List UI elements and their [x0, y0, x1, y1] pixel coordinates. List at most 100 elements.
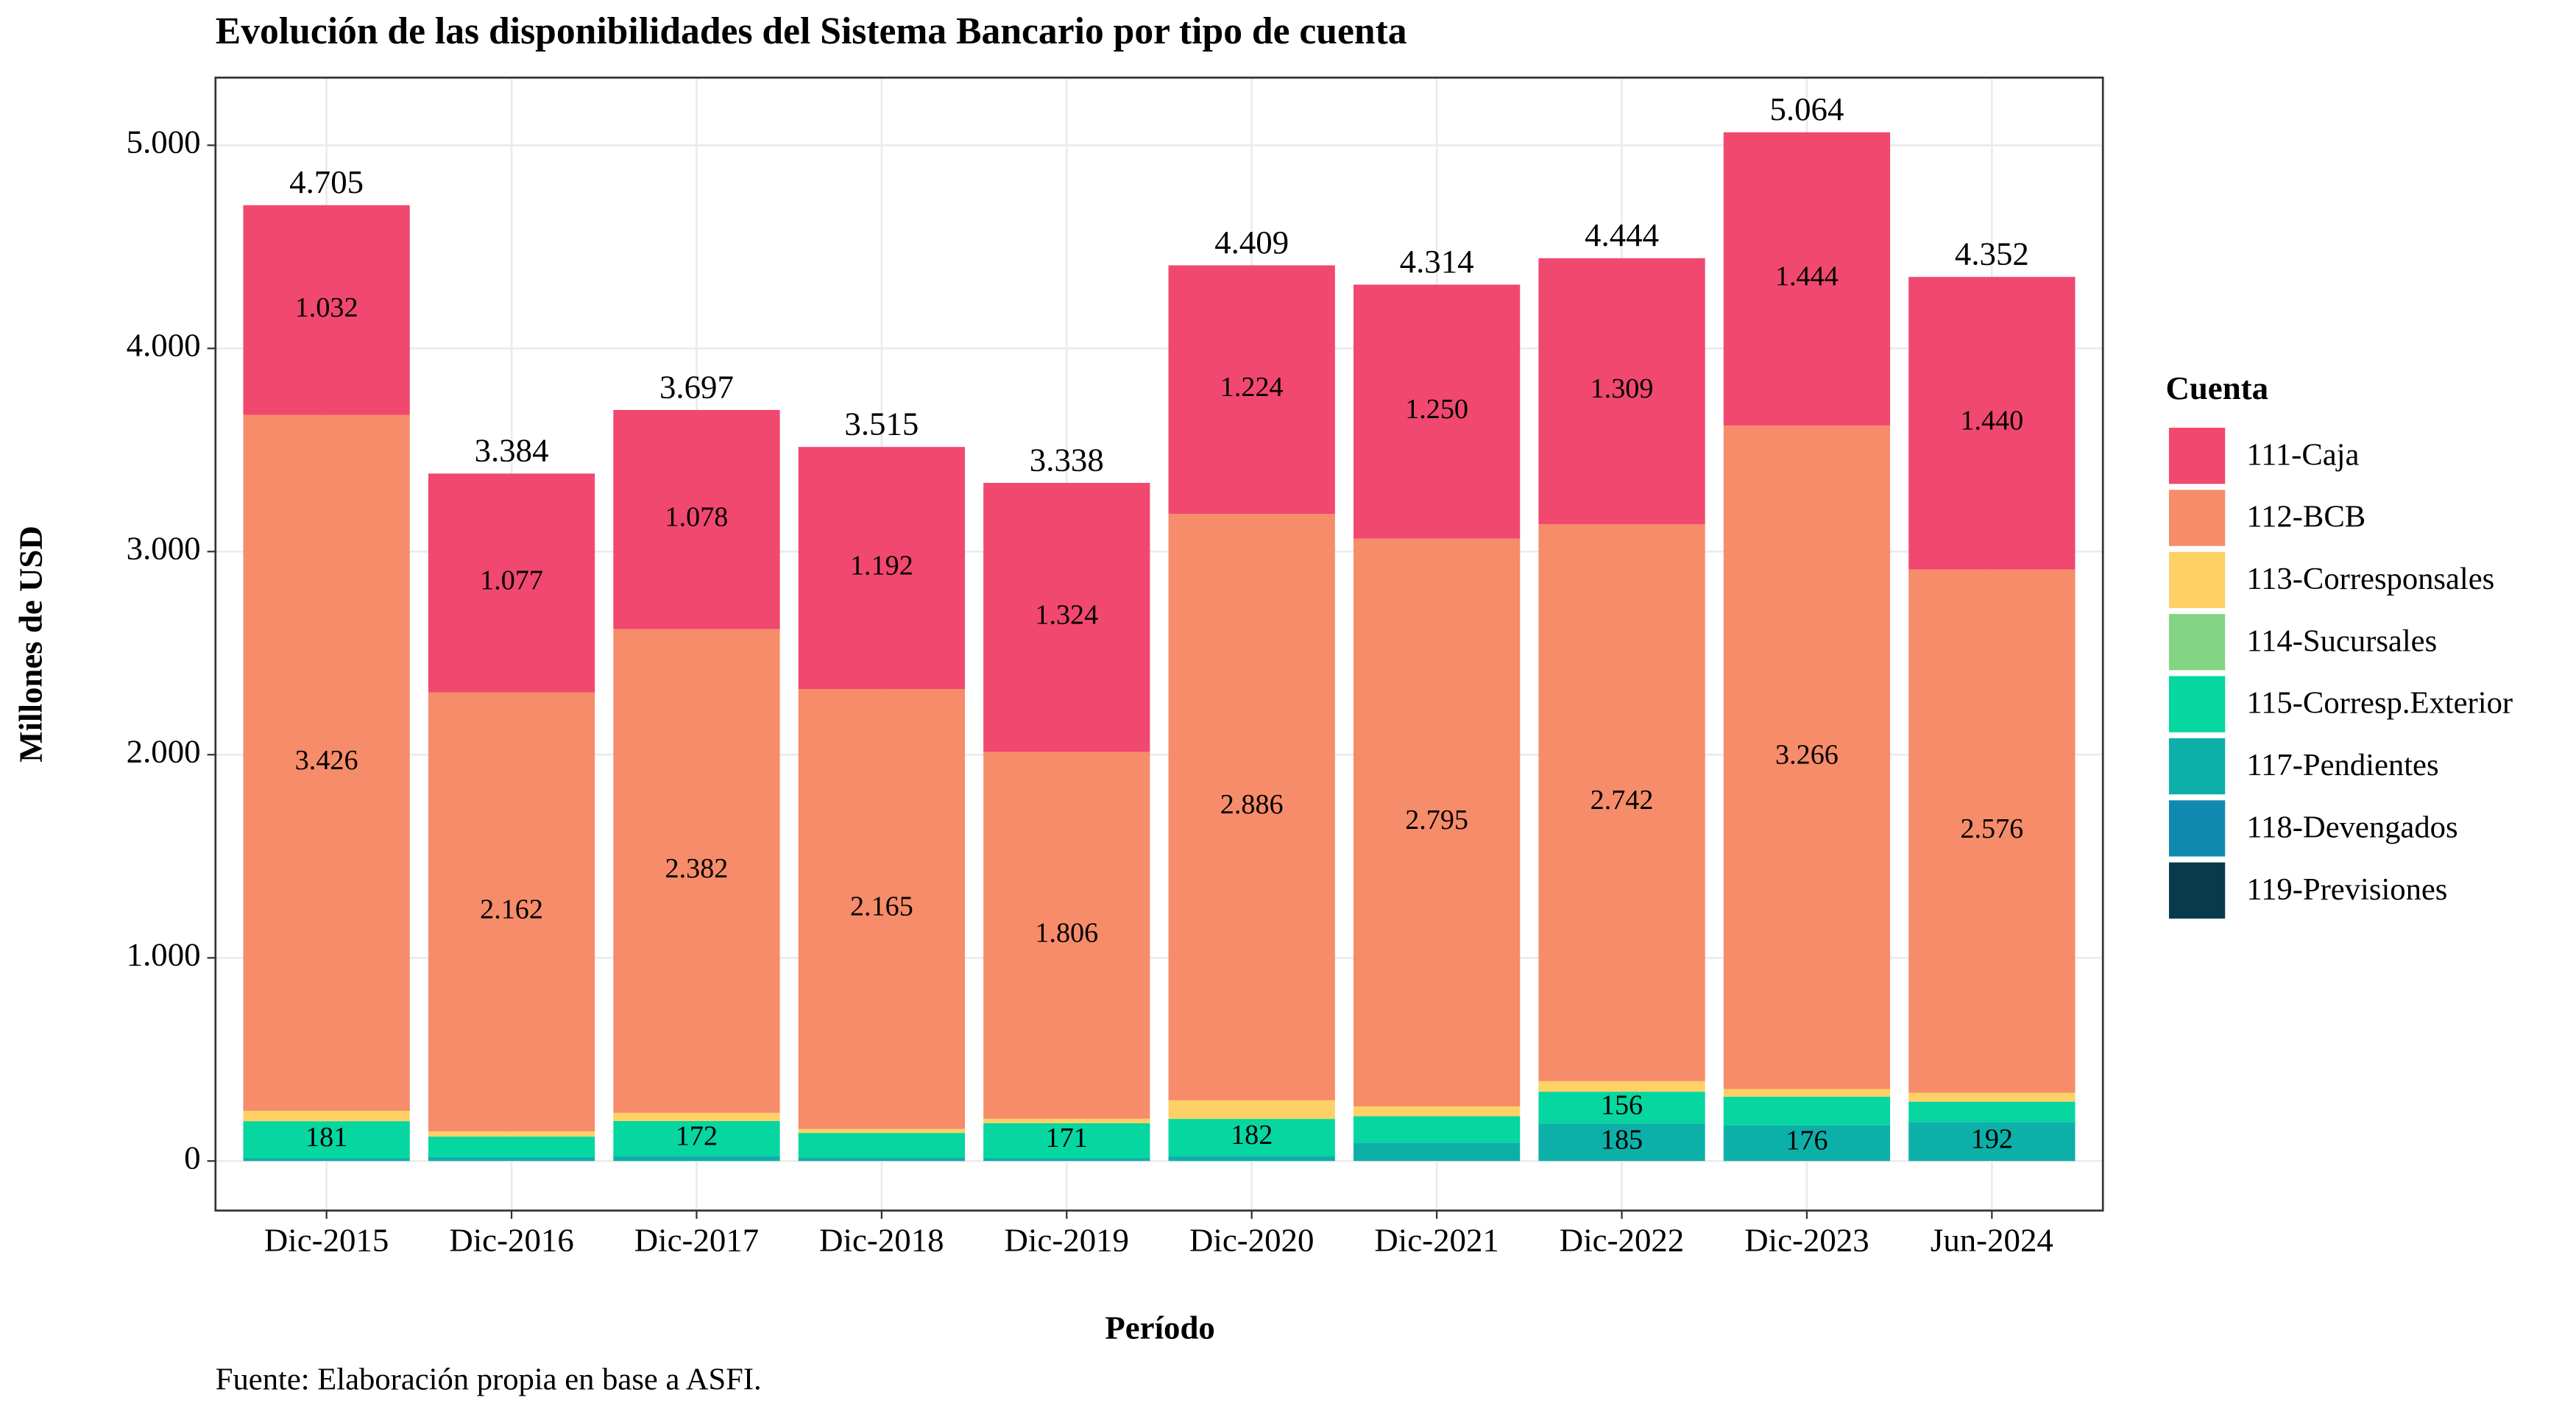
x-tick-label: Dic-2018 [819, 1222, 944, 1259]
bar-segment [1353, 1106, 1521, 1117]
segment-label: 2.165 [850, 891, 913, 922]
bar-segment [1353, 284, 1521, 539]
bar-segment [1538, 258, 1705, 525]
segment-label: 1.250 [1405, 394, 1468, 425]
legend-label: 114-Sucursales [2246, 623, 2437, 658]
segment-label: 1.309 [1590, 373, 1654, 404]
bar-segment [1168, 1119, 1335, 1156]
segment-label: 1.077 [480, 565, 543, 596]
segment-label: 172 [676, 1120, 718, 1151]
segment-label: 171 [1046, 1123, 1088, 1153]
segment-label: 2.382 [665, 853, 729, 884]
bar-segment [983, 1123, 1150, 1159]
chart-title: Evolución de las disponibilidades del Si… [216, 10, 1407, 52]
y-tick-label: 4.000 [127, 327, 201, 364]
y-axis-label: Millones de USD [12, 526, 49, 763]
legend-swatch [2168, 676, 2226, 732]
legend-label: 119-Previsiones [2246, 872, 2447, 907]
segment-label: 2.795 [1405, 805, 1468, 835]
bar-segment [428, 473, 595, 693]
segment-label: 1.078 [665, 501, 729, 532]
bar-segment [983, 752, 1150, 1119]
segment-label: 3.426 [295, 745, 358, 776]
bar-segment [1908, 1122, 2076, 1162]
segment-label: 2.886 [1220, 789, 1284, 820]
bar-segment [798, 1128, 966, 1134]
bar-segment [243, 1111, 410, 1122]
segment-label: 156 [1601, 1089, 1643, 1120]
bar-segment [1908, 1101, 2076, 1123]
bar-segment [1353, 1116, 1521, 1143]
legend-swatch [2168, 428, 2226, 484]
x-tick-label: Dic-2020 [1189, 1222, 1314, 1259]
y-tick-label: 0 [184, 1139, 200, 1176]
segment-label: 1.032 [295, 292, 358, 323]
bar-segment [1723, 1089, 1891, 1098]
bar-segment [428, 1137, 595, 1157]
bar-segment [428, 1156, 595, 1162]
bar-segment [1723, 425, 1891, 1089]
legend-swatch [2168, 738, 2226, 795]
bar-segment [243, 205, 410, 415]
bar-segment [1538, 1081, 1705, 1092]
legend-title: Cuenta [2165, 370, 2268, 406]
segment-label: 192 [1971, 1123, 2013, 1154]
bar-segment [1168, 1156, 1335, 1162]
segment-label: 1.806 [1035, 917, 1098, 948]
total-label: 4.705 [289, 163, 364, 200]
bar-segment [613, 409, 780, 629]
legend-label: 117-Pendientes [2246, 748, 2438, 782]
bar-segment [1168, 1100, 1335, 1120]
legend-swatch [2168, 551, 2226, 609]
bar-segment [428, 692, 595, 1132]
legend-label: 111-Caja [2246, 437, 2359, 472]
bar-segment [243, 1158, 410, 1162]
bar-segment [613, 1112, 780, 1121]
y-tick-label: 5.000 [127, 124, 201, 160]
x-axis-label: Período [1105, 1310, 1215, 1346]
segment-label: 176 [1786, 1126, 1827, 1156]
segment-label: 1.224 [1220, 372, 1284, 403]
bar-segment [1908, 1092, 2076, 1102]
bar-segment [1908, 569, 2076, 1093]
bar-segment [1538, 1123, 1705, 1162]
legend-label: 115-Corresp.Exterior [2246, 686, 2513, 721]
total-label: 3.515 [844, 406, 919, 442]
segment-label: 182 [1231, 1120, 1273, 1151]
total-label: 3.384 [475, 432, 549, 469]
bar-segment [1908, 277, 2076, 570]
x-tick-label: Dic-2015 [264, 1222, 389, 1259]
legend-swatch [2168, 490, 2226, 546]
bar-segment [613, 629, 780, 1113]
legend-swatch [2168, 862, 2226, 919]
x-tick-label: Dic-2022 [1560, 1222, 1684, 1259]
bar-segment [1353, 538, 1521, 1106]
x-tick-label: Dic-2023 [1744, 1222, 1869, 1259]
segment-label: 1.444 [1775, 261, 1839, 292]
legend-swatch [2168, 614, 2226, 671]
legend-label: 113-Corresponsales [2246, 562, 2494, 596]
total-label: 4.444 [1585, 216, 1659, 253]
bar-segment [983, 1158, 1150, 1162]
total-label: 3.338 [1030, 441, 1104, 478]
bar-segment [983, 1118, 1150, 1123]
bar-segment [798, 689, 966, 1129]
segment-label: 2.742 [1590, 785, 1654, 816]
bar-segment [1538, 1092, 1705, 1124]
bar-segment [1723, 1125, 1891, 1162]
x-tick-label: Jun-2024 [1931, 1222, 2053, 1259]
bar-segment [1723, 1097, 1891, 1126]
bar-segment [428, 1131, 595, 1137]
legend-swatch [2168, 800, 2226, 857]
y-tick-label: 3.000 [127, 530, 201, 567]
total-label: 3.697 [659, 368, 734, 405]
segment-label: 1.192 [850, 550, 913, 581]
segment-label: 2.576 [1960, 813, 2023, 844]
x-tick-label: Dic-2021 [1374, 1222, 1498, 1259]
x-tick-label: Dic-2016 [449, 1222, 573, 1259]
y-tick-label: 2.000 [127, 733, 201, 770]
bar-segment [1353, 1142, 1521, 1162]
bar-segment [243, 1121, 410, 1159]
bar-segment [1168, 265, 1335, 515]
